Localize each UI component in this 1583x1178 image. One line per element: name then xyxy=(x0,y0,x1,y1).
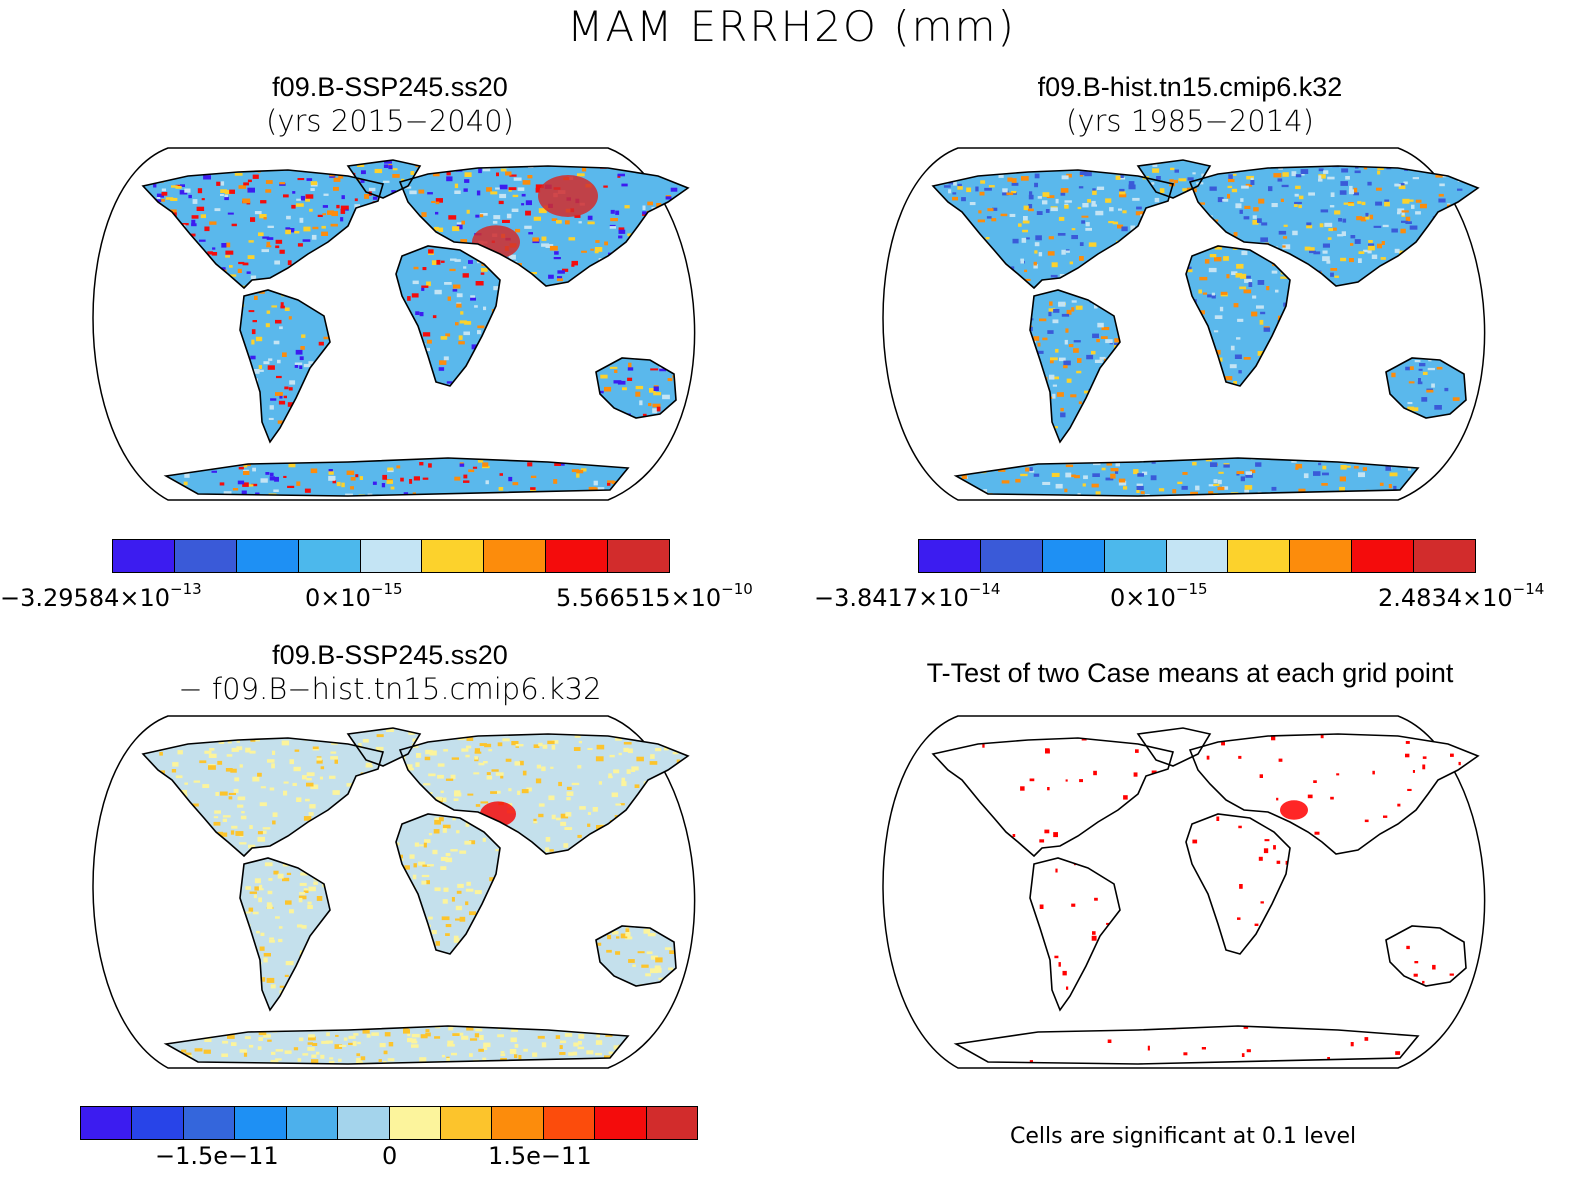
colorbar-swatch xyxy=(492,1107,544,1139)
colorbar-label-min-case2: −3.8417×10−14 xyxy=(814,580,1001,612)
colorbar-swatch xyxy=(1228,540,1291,572)
coastline-antarctica xyxy=(163,1025,630,1065)
coastline-australia xyxy=(1385,357,1467,419)
coastline-greenland xyxy=(1136,727,1212,767)
colorbar-case1 xyxy=(112,539,670,573)
panel-subtitle-case1: (yrs 2015−2040) xyxy=(266,104,514,138)
coastline-australia xyxy=(595,925,677,987)
colorbar-swatch xyxy=(183,1107,236,1139)
colorbar-swatch xyxy=(919,540,981,572)
coastline-greenland xyxy=(346,159,422,199)
coastline-greenland xyxy=(346,727,422,767)
colorbar-swatch xyxy=(1414,540,1476,572)
colorbar-swatch xyxy=(1042,540,1105,572)
coastline-south-america xyxy=(1029,289,1121,444)
coastline-south-america xyxy=(1029,857,1121,1012)
colorbar-swatch xyxy=(422,540,485,572)
colorbar-swatch xyxy=(546,540,609,572)
colorbar-swatch xyxy=(1352,540,1415,572)
colorbar-swatch xyxy=(132,1107,184,1139)
map-case2 xyxy=(882,147,1486,501)
colorbar-swatch xyxy=(360,540,423,572)
coastline-north-america xyxy=(141,737,385,858)
colorbar-label-mid-case2: 0×10−15 xyxy=(1110,580,1208,612)
coastline-antarctica xyxy=(953,1025,1420,1065)
colorbar-swatch xyxy=(389,1107,441,1139)
map-ttest xyxy=(882,715,1486,1069)
colorbar-label-mid-case1: 0×10−15 xyxy=(305,580,403,612)
panel-title-case2: f09.B-hist.tn15.cmip6.k32 xyxy=(1037,72,1343,102)
panel-title-ttest: T-Test of two Case means at each grid po… xyxy=(926,658,1454,688)
coastline-antarctica xyxy=(953,457,1420,497)
colorbar-swatch xyxy=(1290,540,1353,572)
coastline-north-america xyxy=(141,169,385,290)
colorbar-swatch xyxy=(595,1107,647,1139)
colorbar-label-max-case2: 2.4834×10−14 xyxy=(1378,580,1545,612)
colorbar-swatch xyxy=(646,1107,698,1139)
coastline-africa xyxy=(395,245,501,387)
colorbar-swatch xyxy=(543,1107,596,1139)
colorbar-label-pos-diff: 1.5e−11 xyxy=(488,1142,592,1170)
colorbar-swatch xyxy=(298,540,361,572)
coastline-europe-asia xyxy=(398,165,690,287)
colorbar-swatch xyxy=(113,540,175,572)
colorbar-label-min-case1: −3.29584×10−13 xyxy=(0,580,202,612)
coastline-greenland xyxy=(1136,159,1212,199)
coastline-europe-asia xyxy=(1188,165,1480,287)
colorbar-label-max-case1: 5.566515×10−10 xyxy=(556,580,753,612)
colorbar-swatch xyxy=(174,540,237,572)
panel-subtitle-case2: (yrs 1985−2014) xyxy=(1066,104,1314,138)
coastline-north-america xyxy=(931,737,1175,858)
colorbar-diff xyxy=(80,1106,698,1140)
coastline-europe-asia xyxy=(398,733,690,855)
colorbar-swatch xyxy=(608,540,670,572)
coastline-australia xyxy=(595,357,677,419)
colorbar-swatch xyxy=(286,1107,339,1139)
figure-title: MAM ERRH2O (mm) xyxy=(567,2,1016,51)
map-case1 xyxy=(92,147,696,501)
coastline-australia xyxy=(1385,925,1467,987)
ttest-note: Cells are significant at 0.1 level xyxy=(1010,1124,1357,1149)
colorbar-swatch xyxy=(1104,540,1167,572)
colorbar-swatch xyxy=(484,540,547,572)
colorbar-label-zero-diff: 0 xyxy=(382,1142,398,1170)
colorbar-case2 xyxy=(918,539,1476,573)
colorbar-swatch xyxy=(440,1107,493,1139)
coastline-antarctica xyxy=(163,457,630,497)
coastline-south-america xyxy=(239,857,331,1012)
colorbar-label-neg-diff: −1.5e−11 xyxy=(155,1142,279,1170)
colorbar-swatch xyxy=(235,1107,287,1139)
colorbar-swatch xyxy=(81,1107,133,1139)
panel-title-case1: f09.B-SSP245.ss20 xyxy=(272,72,508,102)
colorbar-swatch xyxy=(980,540,1043,572)
colorbar-swatch xyxy=(236,540,299,572)
colorbar-swatch xyxy=(1166,540,1229,572)
panel-subtitle-diff: − f09.B−hist.tn15.cmip6.k32 xyxy=(178,672,602,706)
colorbar-swatch xyxy=(338,1107,390,1139)
coastline-north-america xyxy=(931,169,1175,290)
map-diff xyxy=(92,715,696,1069)
coastline-south-america xyxy=(239,289,331,444)
coastline-africa xyxy=(1185,813,1291,955)
coastline-europe-asia xyxy=(1188,733,1480,855)
coastline-africa xyxy=(395,813,501,955)
panel-title-diff: f09.B-SSP245.ss20 xyxy=(272,640,508,670)
coastline-africa xyxy=(1185,245,1291,387)
